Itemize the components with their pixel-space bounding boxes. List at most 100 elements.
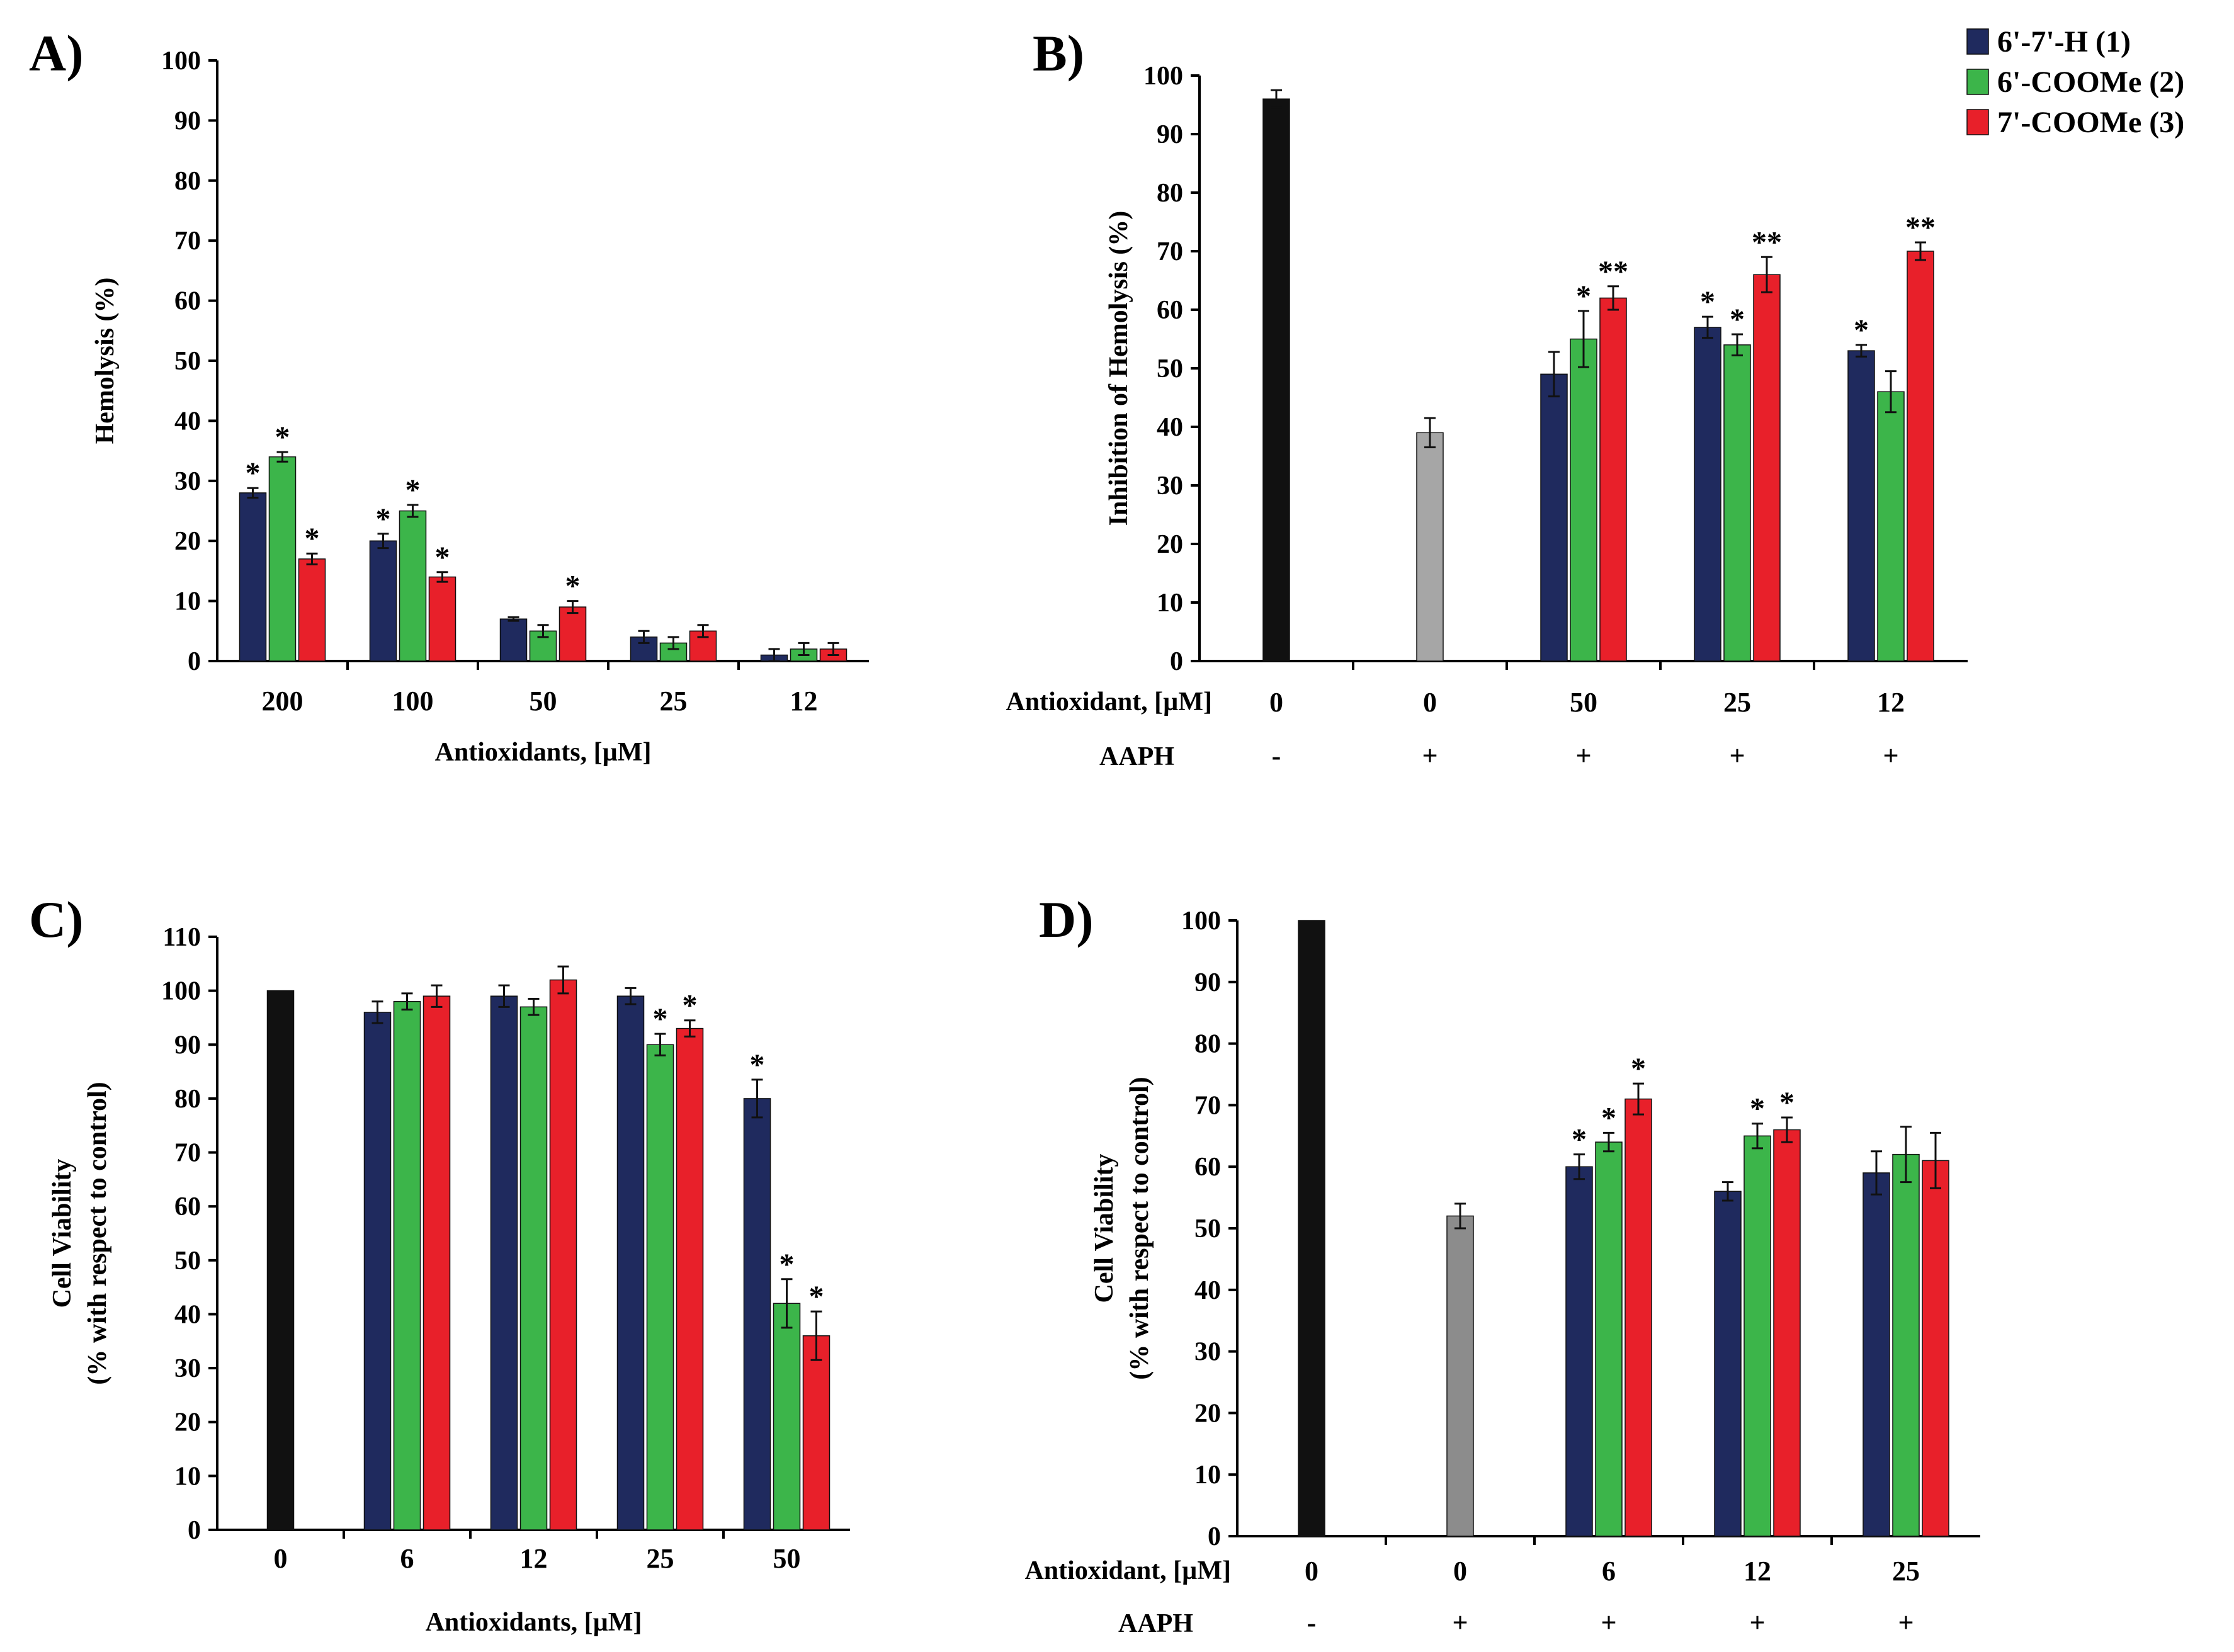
bar	[1298, 920, 1325, 1537]
x-tick-label: 50	[1570, 687, 1597, 718]
legend: 6'-7'-H (1) 6'-COOMe (2) 7'-COOMe (3)	[1966, 25, 2184, 139]
bar	[268, 456, 297, 662]
y-tick-label: 20	[1157, 530, 1183, 559]
x-tick-label: 6	[400, 1543, 414, 1574]
y-tick-label: 40	[174, 1300, 201, 1329]
y-axis-title: Cell Viability	[48, 1159, 77, 1308]
x-tick-label: 0	[1453, 1556, 1467, 1587]
bar	[1753, 274, 1781, 662]
x-axis-title: Antioxidants, [µM]	[426, 1608, 642, 1637]
bar	[519, 1006, 548, 1530]
significance-mark: *	[275, 421, 290, 454]
bar	[802, 1335, 831, 1530]
x-tick-label: 12	[790, 686, 818, 716]
significance-mark: *	[750, 1048, 765, 1082]
aaph-value: +	[1575, 740, 1591, 771]
bar	[1694, 327, 1721, 662]
y-tick-label: 60	[174, 287, 201, 316]
y-tick-label: 80	[1194, 1030, 1221, 1059]
significance-mark: *	[246, 456, 261, 490]
bar	[1907, 251, 1934, 662]
aaph-value: +	[1883, 740, 1898, 771]
bar	[369, 540, 397, 662]
bar	[773, 1303, 801, 1530]
y-tick-label: 70	[1157, 237, 1183, 266]
bar	[1565, 1166, 1593, 1537]
x-tick-label: 12	[1877, 687, 1905, 718]
y-tick-label: 20	[174, 1408, 201, 1437]
antioxidant-row-label: Antioxidant, [µM]	[1024, 1556, 1231, 1585]
y-tick-label: 0	[188, 647, 201, 676]
x-tick-label: 12	[520, 1543, 548, 1574]
significance-mark: *	[809, 1280, 824, 1313]
aaph-value: +	[1422, 740, 1437, 771]
y-axis-title: Hemolysis (%)	[91, 278, 120, 444]
y-tick-label: 50	[1157, 354, 1183, 383]
aaph-value: -	[1272, 740, 1281, 771]
legend-swatch-2	[1966, 69, 1989, 95]
x-tick-label: 50	[530, 686, 557, 716]
bar	[1595, 1141, 1623, 1537]
bar	[239, 492, 267, 662]
panel-2: B) 0 10 20 30 40 50 60 70 80 90 100 Inhibition of He…	[1006, 25, 1968, 771]
y-tick-label: 60	[174, 1192, 201, 1221]
y-tick-label: 50	[174, 1247, 201, 1276]
bar	[1877, 391, 1905, 662]
significance-mark: *	[565, 570, 581, 603]
significance-mark: *	[1779, 1086, 1795, 1119]
x-tick-label: 100	[392, 686, 434, 716]
y-tick-label: 40	[1194, 1276, 1221, 1305]
aaph-row-label: AAPH	[1099, 742, 1174, 771]
y-tick-label: 80	[1157, 179, 1183, 208]
bar	[1262, 98, 1290, 662]
y-tick-label: 90	[174, 1031, 201, 1060]
bar	[1540, 373, 1568, 662]
y-tick-label: 80	[174, 167, 201, 196]
bar	[1723, 344, 1751, 662]
bar	[399, 510, 427, 662]
x-tick-label: 50	[773, 1543, 801, 1574]
bar	[1744, 1135, 1771, 1537]
bar	[558, 606, 587, 662]
bar	[1773, 1129, 1801, 1537]
bar	[1863, 1172, 1890, 1537]
y-axis-subtitle: (% with respect to control)	[1125, 1077, 1154, 1379]
bar	[428, 576, 456, 662]
significance-mark: *	[435, 541, 450, 574]
x-tick-label: 25	[660, 686, 688, 716]
bar	[676, 1027, 704, 1530]
x-tick-label: 200	[262, 686, 303, 716]
significance-mark: *	[1631, 1052, 1646, 1085]
y-axis-subtitle: (% with respect to control)	[83, 1082, 112, 1384]
y-tick-label: 30	[1194, 1338, 1221, 1367]
x-tick-label: 0	[1305, 1556, 1318, 1587]
legend-swatch-3	[1966, 109, 1989, 135]
legend-label-1: 6'-7'-H (1)	[1997, 25, 2131, 59]
legend-label-3: 7'-COOMe (3)	[1997, 106, 2184, 139]
x-axis-title: Antioxidants, [µM]	[435, 738, 652, 767]
significance-mark: **	[1905, 211, 1936, 244]
bar	[1416, 432, 1444, 662]
y-tick-label: 20	[1194, 1399, 1221, 1428]
y-tick-label: 10	[174, 1462, 201, 1491]
bar	[490, 995, 518, 1530]
bar	[393, 1001, 421, 1530]
bar	[1892, 1153, 1920, 1537]
bar	[1624, 1098, 1652, 1537]
significance-mark: *	[405, 473, 421, 507]
y-tick-label: 0	[1208, 1522, 1221, 1551]
y-tick-label: 100	[161, 47, 201, 76]
significance-mark: *	[1601, 1101, 1616, 1134]
y-tick-label: 10	[174, 587, 201, 616]
y-tick-label: 30	[1157, 472, 1183, 501]
y-tick-label: 0	[1170, 647, 1183, 676]
aaph-value: +	[1749, 1607, 1765, 1638]
y-tick-label: 70	[1194, 1091, 1221, 1120]
legend-swatch-1	[1966, 28, 1989, 55]
significance-mark: *	[780, 1248, 795, 1281]
x-tick-label: 6	[1602, 1556, 1616, 1587]
significance-mark: *	[376, 502, 391, 536]
